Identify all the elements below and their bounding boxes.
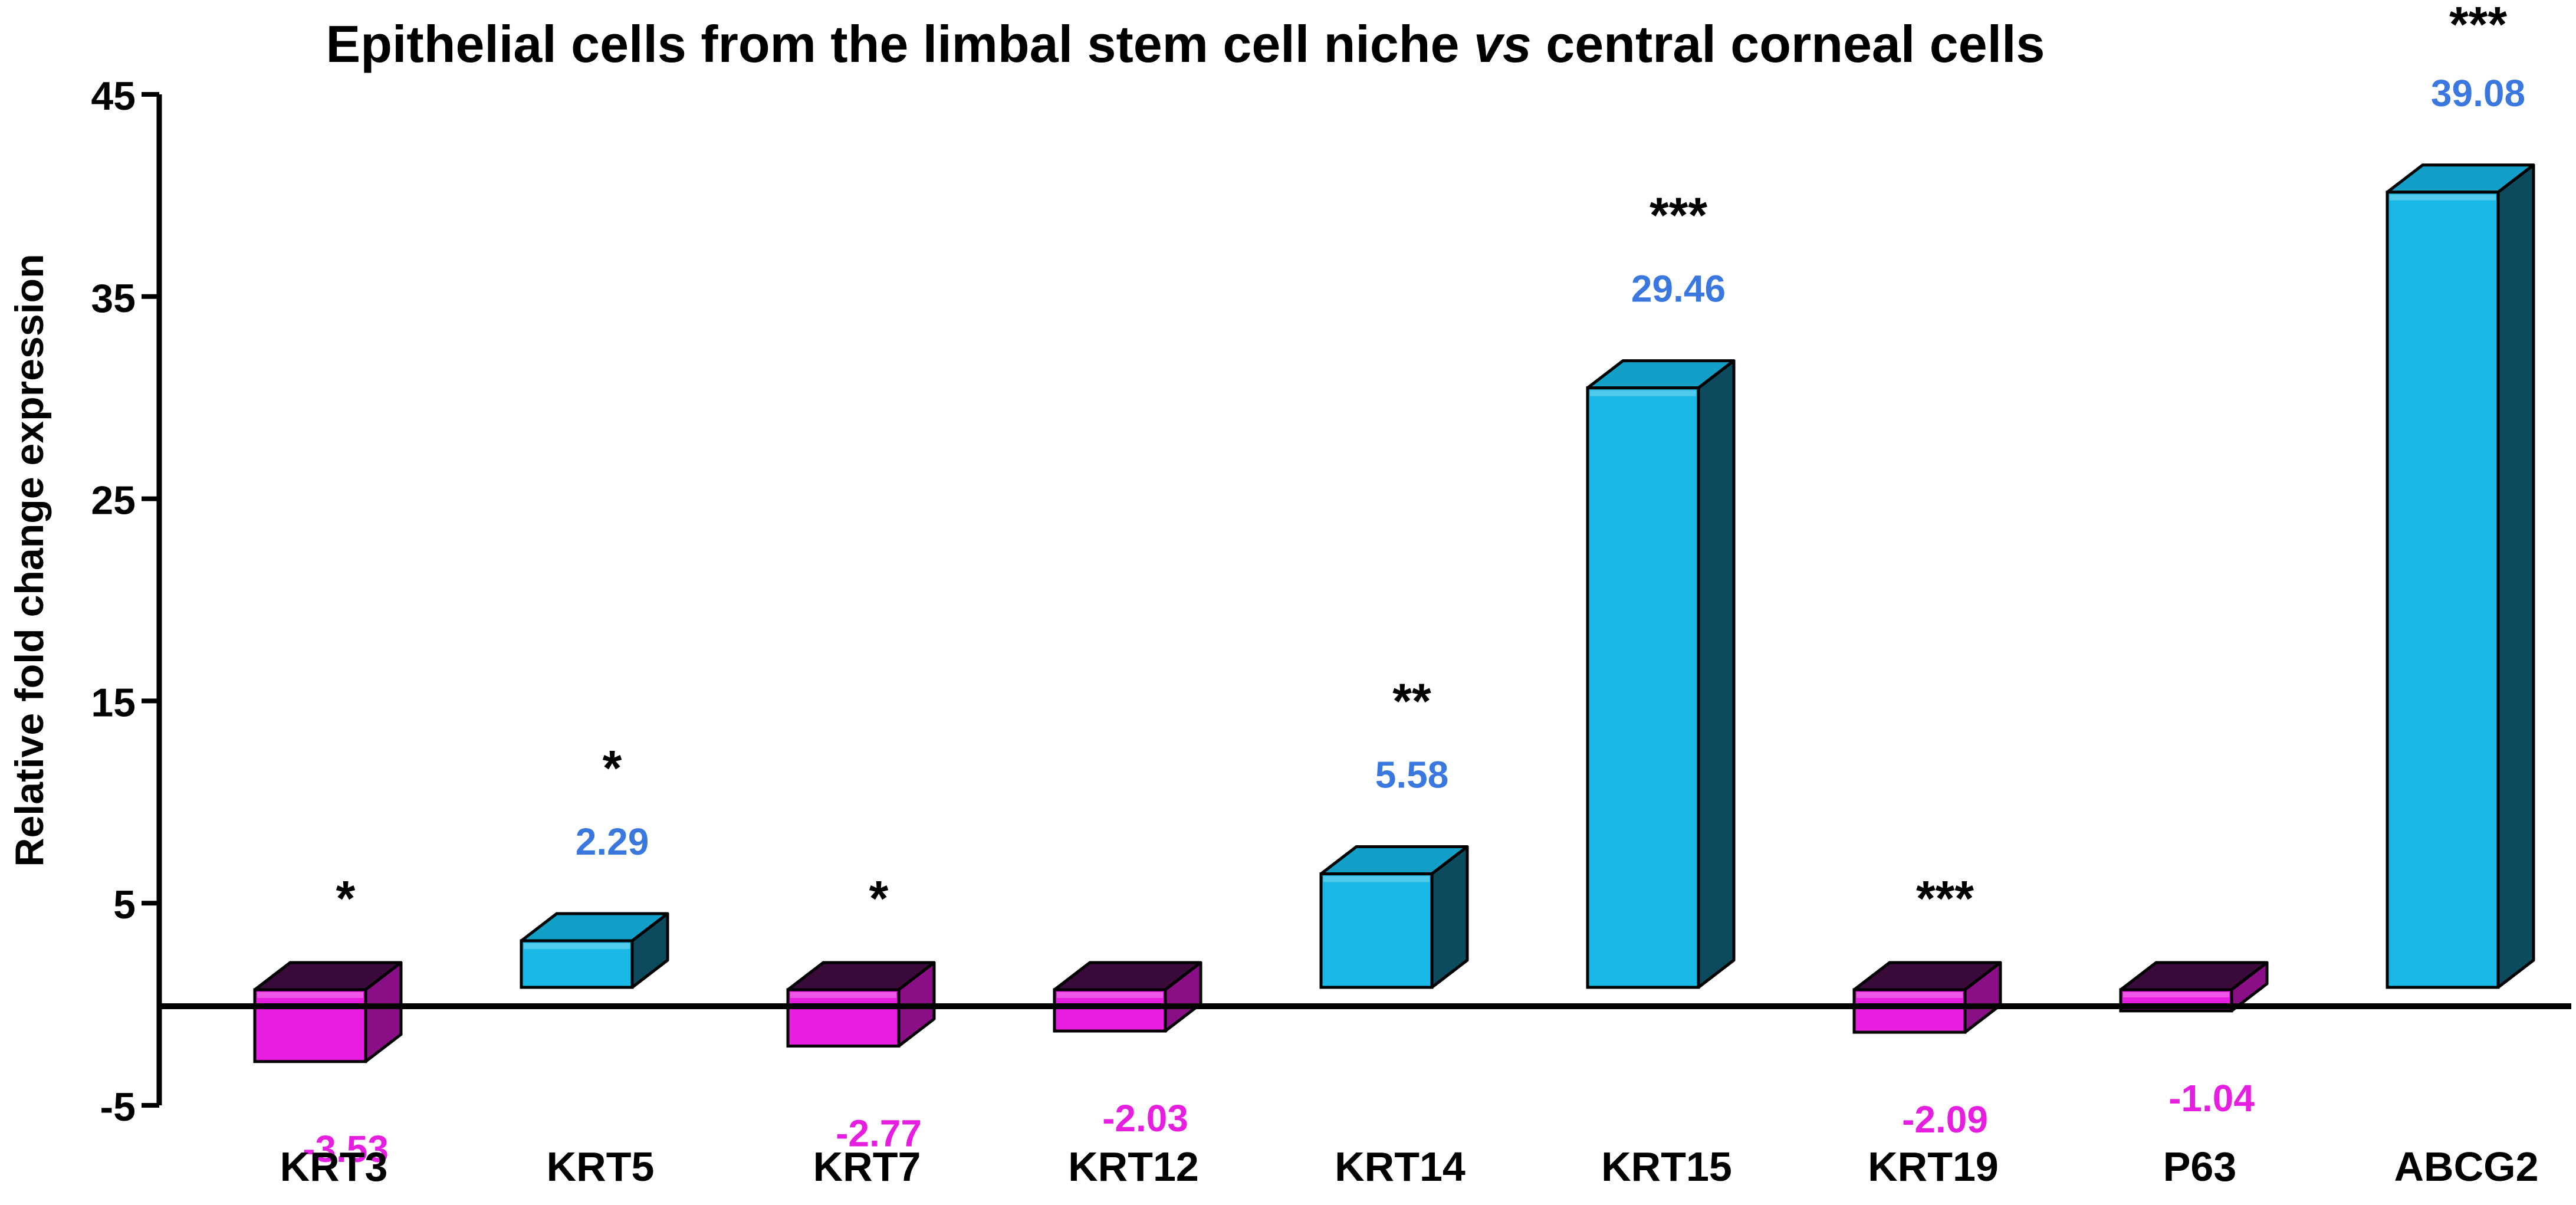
title-part-emphasis: vs <box>1473 15 1532 73</box>
bar-highlight <box>524 943 630 949</box>
data-label: 29.46 <box>1631 268 1726 310</box>
bar <box>786 988 901 1048</box>
data-label: -2.77 <box>836 1112 922 1155</box>
x-tick-label: KRT15 <box>1601 1144 1732 1190</box>
y-tick-label: 15 <box>91 680 136 725</box>
x-tick-label: KRT12 <box>1068 1144 1199 1190</box>
y-tick-label: -5 <box>100 1085 136 1130</box>
bar-side-face <box>1697 359 1736 989</box>
title-part-2: central corneal cells <box>1531 15 2045 73</box>
significance-marker: *** <box>1916 871 1974 926</box>
x-tick-label: KRT5 <box>547 1144 655 1190</box>
x-tick-label: KRT19 <box>1868 1144 1999 1190</box>
x-tick-label: ABCG2 <box>2394 1144 2538 1190</box>
data-label: 39.08 <box>2431 72 2525 114</box>
bar <box>253 988 367 1063</box>
bar-highlight <box>2123 992 2229 997</box>
bar <box>520 939 634 989</box>
data-label: 5.58 <box>1375 753 1449 796</box>
bar-side-face <box>2496 163 2535 989</box>
bar <box>1319 872 1434 989</box>
x-tick-label: P63 <box>2163 1144 2237 1190</box>
significance-marker: *** <box>1650 188 1707 243</box>
data-label: 2.29 <box>576 820 649 863</box>
y-axis-label: Relative fold change expression <box>7 254 52 867</box>
x-tick-label: KRT7 <box>813 1144 921 1190</box>
bar <box>2386 191 2500 989</box>
bar <box>1053 988 1167 1033</box>
significance-marker: * <box>869 871 889 926</box>
significance-marker: *** <box>2449 0 2507 52</box>
title-part-1: Epithelial cells from the limbal stem ce… <box>326 15 1474 73</box>
y-tick-label: 35 <box>91 276 136 321</box>
bar-highlight <box>1857 992 1963 998</box>
bar <box>1852 988 1967 1034</box>
data-label: -2.03 <box>1102 1097 1188 1140</box>
data-label: -1.04 <box>2168 1077 2255 1119</box>
data-label: -3.53 <box>303 1128 389 1170</box>
bar-highlight <box>1057 992 1163 998</box>
data-label: -2.09 <box>1902 1098 1988 1141</box>
y-tick-label: 45 <box>91 74 136 119</box>
significance-marker: * <box>336 871 356 926</box>
x-tick-label: KRT3 <box>280 1144 388 1190</box>
y-tick-label: 5 <box>113 882 136 927</box>
bar <box>1586 386 1700 989</box>
x-tick-label: KRT14 <box>1335 1144 1466 1190</box>
y-tick-label: 25 <box>91 478 136 523</box>
significance-marker: * <box>603 740 622 796</box>
bar-highlight <box>1323 876 1430 882</box>
chart-title: Epithelial cells from the limbal stem ce… <box>0 0 2371 88</box>
bar-highlight <box>2390 194 2496 201</box>
significance-marker: ** <box>1392 673 1431 728</box>
bar-highlight <box>790 992 896 998</box>
bar-highlight <box>1590 390 1696 396</box>
bar-highlight <box>257 992 363 998</box>
